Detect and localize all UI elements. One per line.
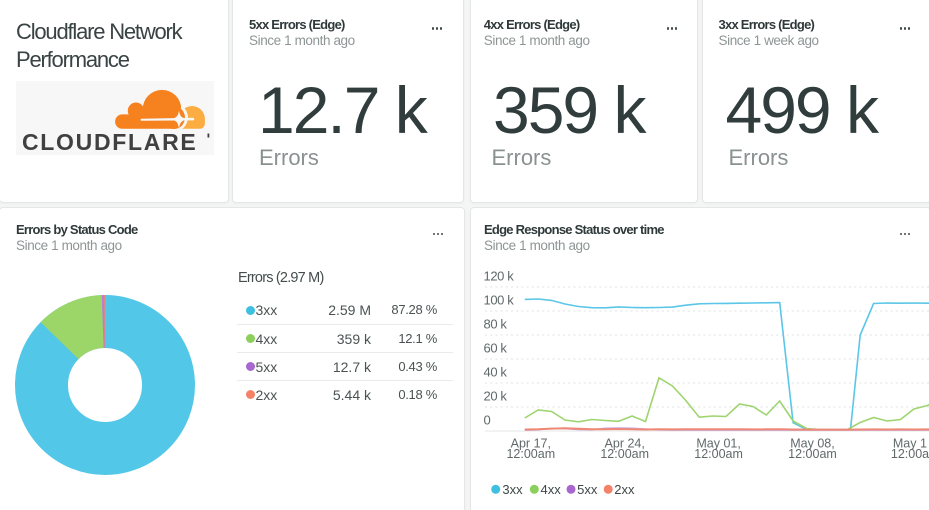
svg-text:80 k: 80 k <box>483 316 507 331</box>
svg-text:100 k: 100 k <box>483 292 514 307</box>
svg-text:2xx: 2xx <box>614 481 635 496</box>
svg-text:120 k: 120 k <box>483 268 514 283</box>
svg-text:May 08,: May 08, <box>790 436 834 450</box>
svg-text:May 01,: May 01, <box>696 436 740 450</box>
svg-text:CLOUDFLARE: CLOUDFLARE <box>22 129 197 155</box>
svg-text:0: 0 <box>483 412 490 427</box>
svg-text:12:00am: 12:00am <box>506 447 555 461</box>
svg-text:4xx: 4xx <box>540 481 561 496</box>
svg-text:40 k: 40 k <box>483 364 507 379</box>
svg-text:12:00a: 12:00a <box>890 447 928 461</box>
svg-text:12:00am: 12:00am <box>600 447 649 461</box>
svg-text:Apr 17,: Apr 17, <box>510 436 550 450</box>
svg-text:3xx: 3xx <box>502 481 523 496</box>
svg-text:Apr 24,: Apr 24, <box>604 436 644 450</box>
svg-text:20 k: 20 k <box>483 388 507 403</box>
svg-text:5xx: 5xx <box>577 481 598 496</box>
svg-text:60 k: 60 k <box>483 340 507 355</box>
svg-text:12:00am: 12:00am <box>694 447 743 461</box>
svg-text:May 1: May 1 <box>892 436 926 450</box>
svg-text:12:00am: 12:00am <box>788 447 837 461</box>
